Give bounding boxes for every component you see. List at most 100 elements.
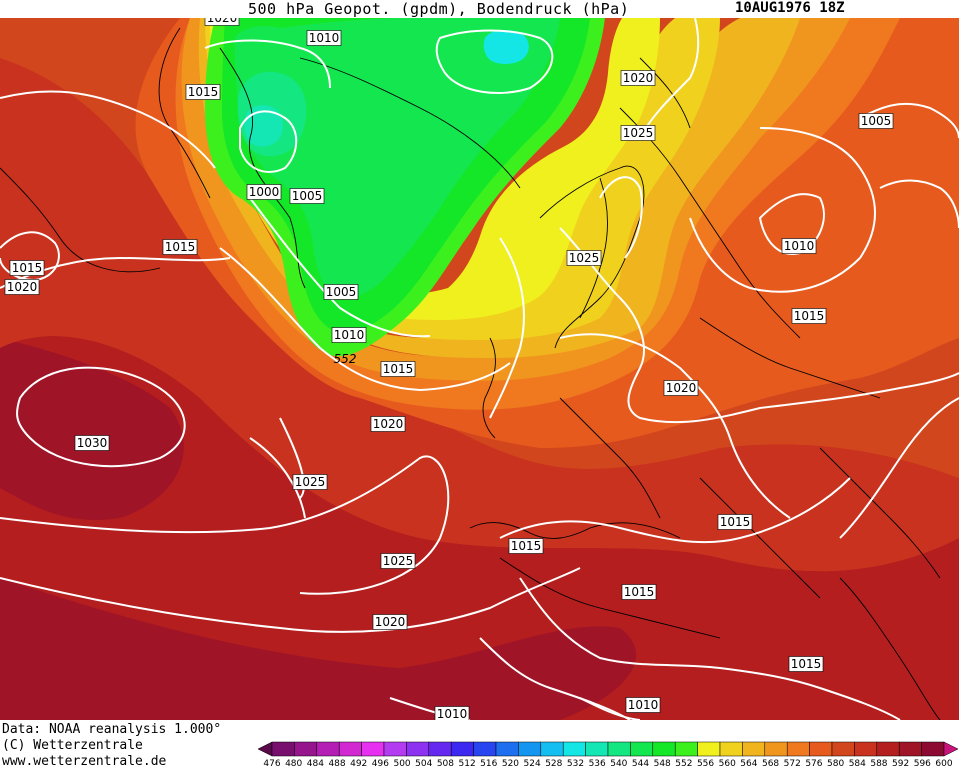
colorbar-tick-label: 576 — [805, 759, 822, 769]
svg-text:1010: 1010 — [784, 239, 815, 253]
isobar-label-1015-h: 1015 — [621, 584, 657, 600]
svg-text:1010: 1010 — [309, 31, 340, 45]
map-title-bar: 500 hPa Geopot. (gpdm), Bodendruck (hPa)… — [0, 0, 959, 18]
svg-text:1020: 1020 — [623, 71, 654, 85]
colorbar-swatch — [518, 741, 542, 757]
isobar-label-1005-b: 1005 — [323, 284, 359, 300]
colorbar-tick-label: 568 — [762, 759, 779, 769]
colorbar-tick-label: 476 — [263, 759, 280, 769]
footer-website: www.wetterzentrale.de — [2, 754, 167, 769]
colorbar-swatch — [876, 741, 900, 757]
svg-text:1030: 1030 — [77, 436, 108, 450]
colorbar-tick-label: 540 — [610, 759, 627, 769]
svg-text:1020: 1020 — [373, 417, 404, 431]
svg-text:1010: 1010 — [334, 328, 365, 342]
colorbar-tick-label: 564 — [740, 759, 757, 769]
colorbar-tick-label: 520 — [502, 759, 519, 769]
geopotential-label-552: 552 — [334, 352, 357, 366]
colorbar-tick-label: 508 — [437, 759, 454, 769]
colorbar-swatch — [898, 741, 922, 757]
svg-text:1015: 1015 — [791, 657, 822, 671]
colorbar-tick-label: 524 — [524, 759, 541, 769]
colorbar-swatch — [674, 741, 698, 757]
colorbar-swatch — [361, 741, 385, 757]
svg-text:1025: 1025 — [383, 554, 414, 568]
svg-text:1015: 1015 — [720, 515, 751, 529]
colorbar-tick-label: 484 — [307, 759, 324, 769]
svg-text:1015: 1015 — [794, 309, 825, 323]
colorbar-swatch — [831, 741, 855, 757]
colorbar-swatch — [316, 741, 340, 757]
isobar-labels: 1020 1010 1015 1000 1005 1015 1015 1020 1005 1010… — [4, 18, 894, 720]
colorbar-tick-label: 592 — [892, 759, 909, 769]
fill-band-592-atlantic — [0, 338, 184, 521]
isobar-label-1020-d: 1020 — [372, 614, 408, 630]
svg-text:1015: 1015 — [12, 261, 43, 275]
colorbar-swatch — [607, 741, 631, 757]
isobar-label-1010-a: 1010 — [306, 30, 342, 46]
colorbar-tick-label: 544 — [632, 759, 649, 769]
isobar-label-1015-d: 1015 — [380, 361, 416, 377]
svg-text:1020: 1020 — [375, 615, 406, 629]
isobar-label-1030-a: 1030 — [74, 435, 110, 451]
colorbar-swatch — [764, 741, 788, 757]
colorbar-tick-label: 516 — [480, 759, 497, 769]
svg-text:1005: 1005 — [861, 114, 892, 128]
svg-text:1005: 1005 — [326, 285, 357, 299]
colorbar-swatch — [854, 741, 878, 757]
colorbar-tick-label: 552 — [675, 759, 692, 769]
colorbar-swatch — [383, 741, 407, 757]
isobar-label-1010-c: 1010 — [434, 706, 470, 720]
colorbar-swatch — [406, 741, 430, 757]
colorbar-tick-label: 556 — [697, 759, 714, 769]
isobar-label-1020-e: 1020 — [620, 70, 656, 86]
map-date: 10AUG1976 18Z — [735, 0, 845, 16]
isobar-label-1015-c: 1015 — [9, 260, 45, 276]
colorbar-swatch — [697, 741, 721, 757]
svg-text:1020: 1020 — [7, 280, 38, 294]
svg-text:1020: 1020 — [666, 381, 697, 395]
fill-band-580-west — [0, 18, 959, 478]
colorbar-tick-label: 572 — [784, 759, 801, 769]
colorbar-tick-label: 596 — [914, 759, 931, 769]
isobar-label-1025-d: 1025 — [566, 250, 602, 266]
isobar-label-1025-c: 1025 — [620, 125, 656, 141]
colorbar-swatch — [540, 741, 564, 757]
colorbar-swatch — [294, 741, 318, 757]
colorbar-swatch — [495, 741, 519, 757]
isobar-label-1020-c: 1020 — [370, 416, 406, 432]
colorbar-swatch — [585, 741, 609, 757]
footer-data-source: Data: NOAA reanalysis 1.000° — [2, 722, 222, 737]
isobar-label-1025-b: 1025 — [380, 553, 416, 569]
isobar-label-1025-a: 1025 — [292, 474, 328, 490]
fill-band-556 — [210, 18, 660, 320]
colorbar-swatch — [786, 741, 810, 757]
colorbar-swatch — [562, 741, 586, 757]
fill-band-592-south — [0, 578, 637, 720]
isobar-label-1010-d: 1010 — [781, 238, 817, 254]
colorbar-swatch-high — [943, 741, 958, 757]
colorbar-tick-label: 504 — [415, 759, 432, 769]
svg-text:1015: 1015 — [188, 85, 219, 99]
colorbar-tick-label: 600 — [935, 759, 952, 769]
isobar-label-1020-f: 1020 — [663, 380, 699, 396]
svg-text:1005: 1005 — [292, 189, 323, 203]
colorbar-tick-label: 492 — [350, 759, 367, 769]
fill-trough-536 — [244, 105, 283, 147]
coastlines — [0, 27, 941, 720]
colorbar-swatch — [921, 741, 945, 757]
colorbar-swatch — [809, 741, 833, 757]
colorbar-swatch — [428, 741, 452, 757]
colorbar-swatch-low — [258, 741, 273, 757]
colorbar-swatch — [719, 741, 743, 757]
fill-trough-532 — [483, 30, 529, 64]
colorbar-tick-label: 500 — [393, 759, 410, 769]
map-title: 500 hPa Geopot. (gpdm), Bodendruck (hPa) — [248, 0, 630, 18]
svg-text:1015: 1015 — [624, 585, 655, 599]
isobar-label-1005-c: 1005 — [858, 113, 894, 129]
colorbar-swatch — [630, 741, 654, 757]
svg-text:1015: 1015 — [165, 240, 196, 254]
svg-text:1015: 1015 — [383, 362, 414, 376]
isobar-label-1010-e: 1010 — [625, 697, 661, 713]
colorbar-swatch — [450, 741, 474, 757]
